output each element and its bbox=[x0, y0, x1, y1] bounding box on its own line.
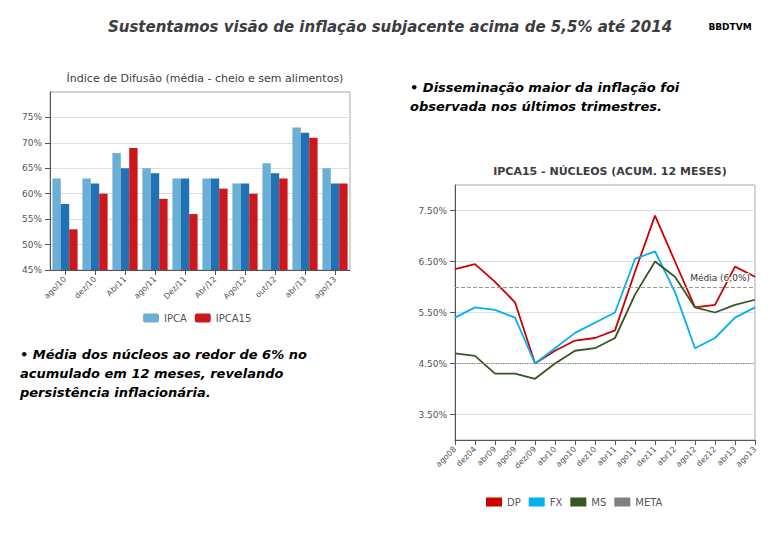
svg-text:Abr/12: Abr/12 bbox=[193, 275, 218, 300]
svg-text:ago/11: ago/11 bbox=[132, 275, 158, 301]
svg-text:4.50%: 4.50% bbox=[418, 359, 447, 369]
svg-text:abr/13: abr/13 bbox=[283, 275, 308, 300]
svg-text:dez/09: dez/09 bbox=[513, 445, 538, 470]
svg-text:70%: 70% bbox=[22, 138, 42, 148]
svg-text:ago12: ago12 bbox=[674, 445, 698, 469]
svg-text:dez10: dez10 bbox=[575, 445, 599, 469]
svg-text:• Disseminação maior da inflaç: • Disseminação maior da inflação foi bbox=[410, 80, 680, 95]
svg-text:ago/10: ago/10 bbox=[42, 275, 68, 301]
svg-text:DP: DP bbox=[507, 497, 521, 508]
svg-text:Ago/12: Ago/12 bbox=[222, 275, 248, 301]
svg-text:50%: 50% bbox=[22, 240, 42, 250]
svg-text:MS: MS bbox=[591, 497, 606, 508]
svg-text:Sustentamos visão de inflação: Sustentamos visão de inflação subjacente… bbox=[108, 18, 672, 36]
svg-text:ago/13: ago/13 bbox=[312, 275, 338, 301]
svg-text:abr13: abr13 bbox=[715, 444, 739, 468]
svg-text:55%: 55% bbox=[22, 214, 42, 224]
svg-text:ago11: ago11 bbox=[614, 445, 638, 469]
svg-text:abr12: abr12 bbox=[655, 444, 679, 468]
svg-text:IPCA15: IPCA15 bbox=[216, 313, 252, 324]
svg-text:3.50%: 3.50% bbox=[418, 410, 447, 420]
svg-text:60%: 60% bbox=[22, 189, 42, 199]
svg-text:META: META bbox=[635, 497, 662, 508]
svg-text:6.50%: 6.50% bbox=[418, 257, 447, 267]
svg-text:5.50%: 5.50% bbox=[418, 308, 447, 318]
svg-text:IPCA: IPCA bbox=[164, 313, 187, 324]
svg-text:dez/10: dez/10 bbox=[73, 275, 98, 300]
svg-text:75%: 75% bbox=[22, 112, 42, 122]
svg-text:FX: FX bbox=[550, 497, 563, 508]
svg-text:ago10: ago10 bbox=[554, 445, 578, 469]
svg-text:ago13: ago13 bbox=[734, 445, 758, 469]
svg-text:dez11: dez11 bbox=[635, 445, 659, 469]
svg-text:abr10: abr10 bbox=[535, 444, 559, 468]
svg-text:persistência inflacionária.: persistência inflacionária. bbox=[19, 385, 211, 400]
svg-text:abr09: abr09 bbox=[475, 444, 499, 468]
svg-text:7.50%: 7.50% bbox=[418, 206, 447, 216]
svg-text:acumulado em 12 meses, revelan: acumulado em 12 meses, revelando bbox=[20, 366, 283, 381]
svg-text:Abr11: Abr11 bbox=[105, 275, 128, 298]
svg-text:IPCA15 - NÚCLEOS (ACUM. 12 MES: IPCA15 - NÚCLEOS (ACUM. 12 MESES) bbox=[493, 165, 727, 178]
svg-text:dez04: dez04 bbox=[455, 445, 479, 469]
svg-text:ago08: ago08 bbox=[434, 445, 458, 469]
svg-text:45%: 45% bbox=[22, 265, 42, 275]
svg-text:Média (6,0%): Média (6,0%) bbox=[690, 273, 750, 283]
svg-text:out/12: out/12 bbox=[253, 275, 278, 300]
svg-text:Dez/11: Dez/11 bbox=[162, 275, 188, 301]
svg-text:observada nos últimos trimestr: observada nos últimos trimestres. bbox=[410, 99, 662, 114]
svg-text:ago09: ago09 bbox=[494, 444, 519, 469]
svg-text:• Média dos núcleos ao redor d: • Média dos núcleos ao redor de 6% no bbox=[20, 347, 307, 362]
svg-text:65%: 65% bbox=[22, 163, 42, 173]
svg-text:dez12: dez12 bbox=[695, 445, 719, 469]
svg-text:abr11: abr11 bbox=[595, 444, 619, 468]
svg-text:Índice de Difusão (média - che: Índice de Difusão (média - cheio e sem a… bbox=[67, 72, 344, 85]
svg-text:BBDTVM: BBDTVM bbox=[708, 22, 751, 32]
